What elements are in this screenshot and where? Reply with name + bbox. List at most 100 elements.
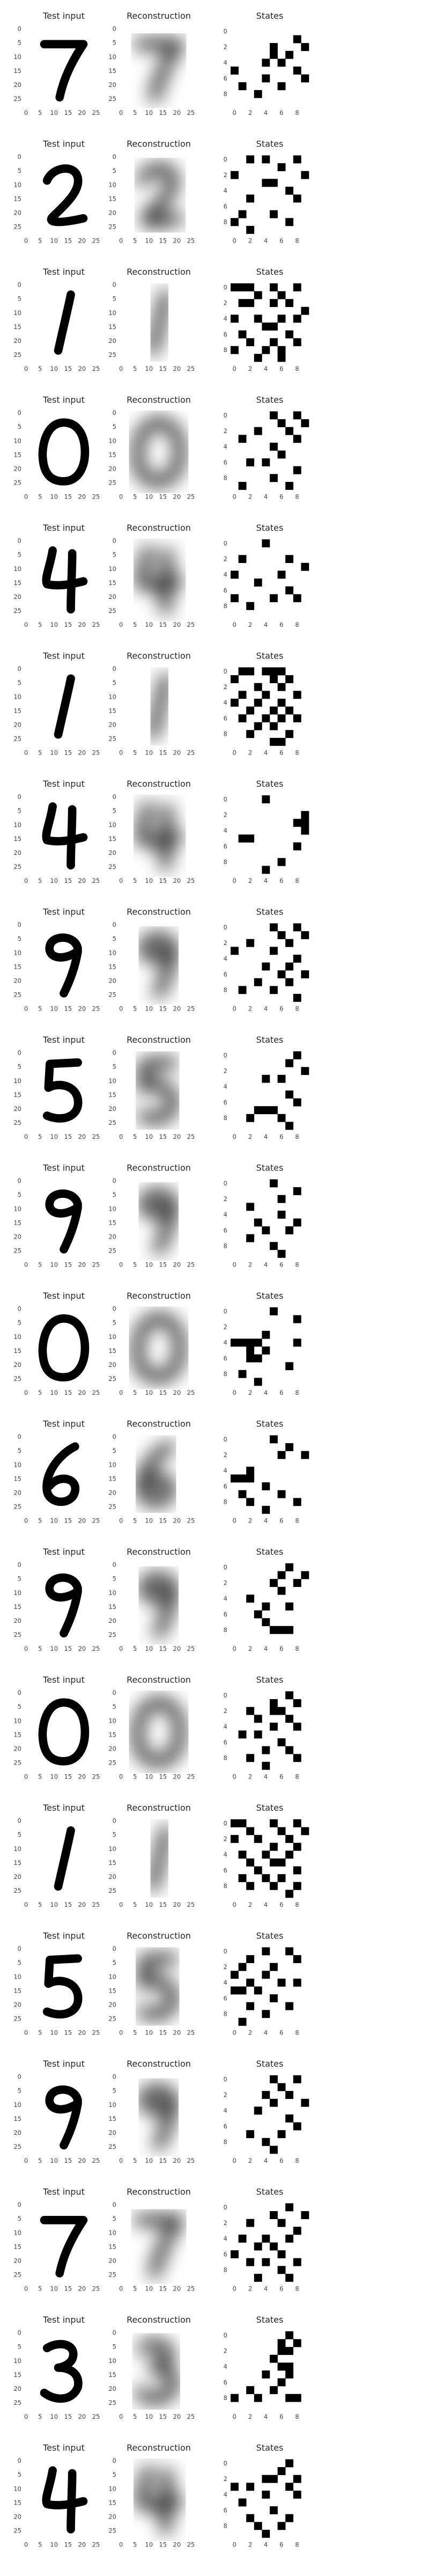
state-cell	[270, 1858, 278, 1867]
state-cell	[293, 2490, 301, 2499]
state-cell	[293, 2075, 301, 2083]
input-ytick: 5	[18, 1575, 21, 1583]
input-ytick: 5	[18, 167, 21, 174]
state-cell	[277, 931, 286, 939]
digit-stroke	[45, 933, 82, 998]
state-cell	[285, 1850, 294, 1859]
states-xtick: 6	[279, 1005, 283, 1013]
recon-ytick: 10	[108, 1717, 116, 1724]
input-xtick: 0	[24, 1901, 28, 1908]
recon-ytick: 0	[113, 537, 116, 545]
input-ytick: 5	[18, 1319, 21, 1327]
recon-xtick: 25	[187, 493, 195, 501]
states-xtick: 6	[279, 1389, 283, 1396]
state-cell	[262, 962, 270, 971]
state-cell	[238, 1490, 247, 1498]
state-cell	[285, 1226, 294, 1234]
digit-stroke	[148, 1825, 171, 1892]
state-cell	[270, 2146, 278, 2154]
input-ytick: 25	[13, 863, 21, 870]
panel-title: Reconstruction	[127, 1675, 191, 1685]
state-cell	[246, 1882, 255, 1890]
state-cell	[277, 346, 286, 354]
recon-xtick: 20	[173, 365, 181, 372]
states-xtick: 2	[248, 621, 252, 628]
panel-title: Reconstruction	[127, 1419, 191, 1429]
input-xtick: 5	[38, 1773, 42, 1781]
input-ytick: 15	[13, 579, 21, 587]
states-panel: States 0 2 4 6 8 0 2 4 6 8	[224, 1675, 301, 1781]
state-cell	[238, 1730, 247, 1739]
states-ytick: 6	[224, 843, 227, 850]
state-cell	[270, 1699, 278, 1707]
states-ytick: 8	[224, 346, 227, 354]
state-cell	[262, 539, 270, 547]
state-cell	[293, 435, 301, 443]
recon-ytick: 15	[108, 963, 116, 970]
recon-xtick: 25	[187, 621, 195, 628]
panel-title: Test input	[42, 395, 85, 405]
states-xtick: 2	[248, 2541, 252, 2549]
state-cell	[285, 1091, 294, 1099]
states-ytick: 8	[224, 2522, 227, 2530]
states-ytick: 8	[224, 2394, 227, 2402]
input-ytick: 5	[18, 2471, 21, 2478]
recon-ytick: 15	[108, 67, 116, 75]
input-digit	[54, 290, 75, 355]
state-cell	[285, 675, 294, 683]
recon-xtick: 10	[145, 1133, 153, 1140]
input-ytick: 25	[13, 2015, 21, 2022]
recon-ytick: 20	[108, 209, 116, 216]
state-cell	[293, 2475, 301, 2483]
states-xtick: 2	[248, 1133, 252, 1140]
input-xtick: 25	[92, 1005, 100, 1013]
states-ytick: 2	[224, 2475, 227, 2483]
state-cell	[238, 1338, 247, 1347]
recon-xtick: 0	[119, 1133, 123, 1140]
recon-xtick: 0	[119, 2029, 123, 2037]
input-xtick: 0	[24, 1645, 28, 1652]
state-cell	[254, 1106, 262, 1115]
input-digit	[54, 674, 75, 739]
states-panel: States 0 2 4 6 8 0 2 4 6 8	[224, 1163, 301, 1269]
state-cell	[285, 1602, 294, 1611]
panel-title: Test input	[42, 2315, 85, 2325]
state-cell	[246, 1114, 255, 1122]
states-ytick: 2	[224, 1451, 227, 1459]
digit-stroke	[45, 2085, 82, 2150]
state-cell	[270, 737, 278, 746]
state-cell	[277, 1874, 286, 1883]
state-cell	[246, 2514, 255, 2522]
input-ytick: 15	[13, 451, 21, 458]
recon-ytick: 5	[113, 423, 116, 430]
input-ytick: 25	[13, 1631, 21, 1638]
states-xtick: 0	[233, 1517, 236, 1525]
input-xtick: 5	[38, 749, 42, 757]
state-cell	[285, 586, 294, 595]
state-cell	[285, 218, 294, 226]
panel-title: Reconstruction	[127, 11, 191, 21]
recon-ytick: 15	[108, 1475, 116, 1482]
recon-ytick: 5	[113, 1063, 116, 1071]
recon-xtick: 15	[159, 1005, 167, 1013]
state-cell	[277, 291, 286, 299]
input-xtick: 5	[38, 877, 42, 884]
states-ytick: 8	[224, 1370, 227, 1378]
recon-xtick: 0	[119, 237, 123, 245]
states-ytick: 0	[224, 1563, 227, 1571]
state-cell	[270, 43, 278, 52]
state-cell	[246, 1858, 255, 1867]
state-cell	[285, 1626, 294, 1634]
input-ytick: 5	[18, 1831, 21, 1839]
recon-xtick: 5	[133, 1901, 137, 1908]
states-ytick: 6	[224, 1482, 227, 1490]
